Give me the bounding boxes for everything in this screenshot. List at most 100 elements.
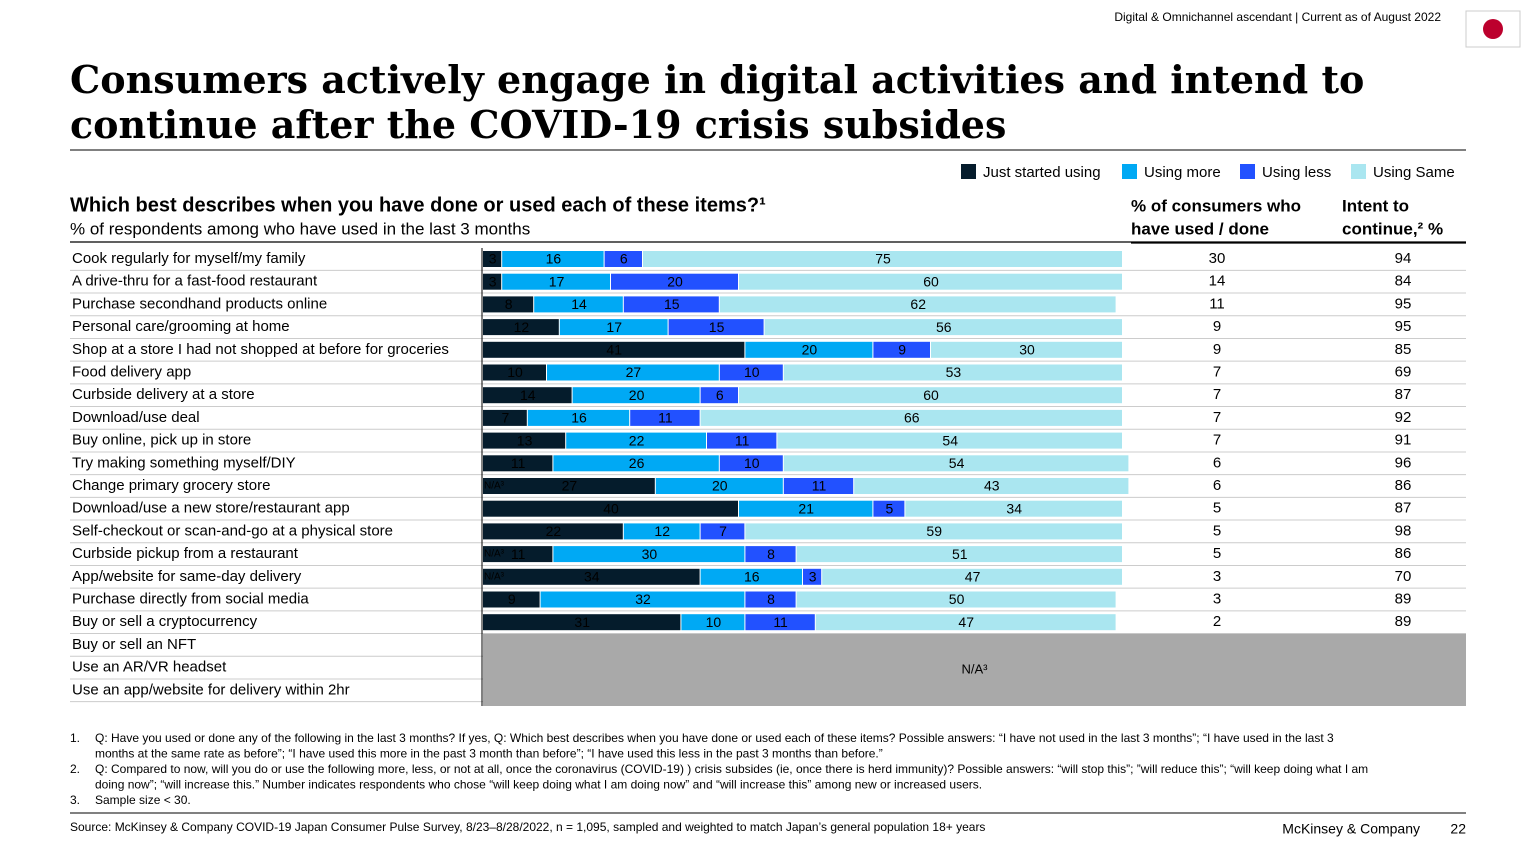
- legend-label: Using less: [1262, 164, 1331, 181]
- bar-segment: [483, 296, 534, 313]
- row-label: Cook regularly for myself/my family: [72, 250, 306, 267]
- intent-value: 86: [1395, 545, 1412, 562]
- bar-segment: [796, 546, 1122, 563]
- bar-segment: [483, 591, 540, 608]
- bar-value: 14: [520, 387, 536, 403]
- na-label: N/A³: [484, 481, 505, 492]
- used-value: 30: [1209, 250, 1226, 267]
- bar-value: 60: [923, 273, 939, 289]
- bar-value: 53: [946, 364, 962, 380]
- bar-segment: [745, 614, 815, 631]
- bar-value: 21: [798, 500, 814, 516]
- bar-segment: [700, 387, 738, 404]
- bar-value: 47: [965, 569, 981, 585]
- bar-value: 11: [511, 455, 526, 471]
- bar-value: 34: [584, 569, 600, 585]
- used-value: 9: [1213, 318, 1221, 335]
- bar-value: 66: [904, 410, 920, 426]
- bar-value: 14: [571, 296, 587, 312]
- used-value: 2: [1213, 613, 1221, 630]
- bar-segment: [483, 409, 527, 426]
- bar-segment: [655, 478, 783, 494]
- bar-value: 6: [620, 251, 628, 267]
- intent-value: 96: [1395, 454, 1412, 471]
- row-label: Buy or sell an NFT: [72, 636, 196, 653]
- bar-segment: [604, 251, 642, 267]
- bar-segment: [483, 251, 502, 267]
- bar-segment: [483, 319, 559, 336]
- bar-value: 30: [1019, 342, 1035, 358]
- footnote: Sample size < 30.: [95, 793, 191, 807]
- bar-value: 20: [667, 273, 683, 289]
- bar-segment: [707, 432, 777, 449]
- bar-segment: [777, 432, 1122, 449]
- bar-value: 47: [958, 614, 974, 630]
- intent-value: 92: [1395, 409, 1412, 426]
- bar-segment: [611, 273, 738, 290]
- bar-segment: [527, 409, 630, 426]
- bar-segment: [483, 546, 553, 563]
- row-label: Food delivery app: [72, 363, 191, 380]
- bar-segment: [483, 273, 502, 290]
- bar-value: 16: [571, 410, 587, 426]
- row-label: Curbside delivery at a store: [72, 386, 255, 403]
- bar-segment: [502, 251, 604, 267]
- bar-value: 8: [767, 591, 775, 607]
- used-value: 7: [1213, 363, 1221, 380]
- used-value: 5: [1213, 545, 1221, 562]
- row-label: App/website for same-day delivery: [72, 568, 302, 585]
- legend-label: Just started using: [983, 164, 1101, 181]
- intent-value: 84: [1395, 273, 1412, 290]
- footnote-number: 1.: [70, 731, 80, 745]
- footnote: months at the same rate as before”; “I h…: [95, 747, 883, 761]
- bar-segment: [483, 432, 566, 449]
- bar-value: 54: [949, 455, 965, 471]
- bar-segment: [483, 478, 655, 494]
- intent-value: 87: [1395, 500, 1412, 517]
- bar-value: 15: [709, 319, 725, 335]
- bar-value: 17: [606, 319, 622, 335]
- row-label: Try making something myself/DIY: [72, 454, 296, 471]
- column-header: continue,² %: [1342, 219, 1443, 238]
- bar-segment: [719, 455, 783, 472]
- title: Consumers actively engage in digital act…: [70, 57, 1364, 102]
- bar-segment: [745, 341, 873, 358]
- bar-segment: [502, 273, 610, 290]
- bar-value: 7: [502, 410, 510, 426]
- bar-segment: [739, 387, 1122, 404]
- column-header: have used / done: [1131, 219, 1269, 238]
- used-value: 7: [1213, 386, 1221, 403]
- intent-value: 95: [1395, 318, 1412, 335]
- used-value: 3: [1213, 568, 1221, 585]
- used-value: 3: [1213, 590, 1221, 607]
- row-label: Download/use a new store/restaurant app: [72, 500, 350, 517]
- bar-value: 3: [489, 273, 497, 289]
- bar-value: 26: [629, 455, 645, 471]
- source: Source: McKinsey & Company COVID-19 Japa…: [70, 820, 985, 834]
- used-value: 7: [1213, 409, 1221, 426]
- bar-value: 75: [875, 251, 891, 267]
- intent-value: 98: [1395, 522, 1412, 539]
- row-label: Personal care/grooming at home: [72, 318, 290, 335]
- na-label: N/A³: [484, 571, 505, 582]
- bar-segment: [483, 455, 553, 472]
- bar-value: 41: [606, 342, 622, 358]
- bar-segment: [483, 364, 546, 381]
- bar-value: 13: [517, 432, 533, 448]
- bar-segment: [905, 500, 1122, 517]
- legend-swatch: [1122, 164, 1137, 179]
- bar-value: 3: [809, 569, 817, 585]
- row-label: A drive-thru for a fast-food restaurant: [72, 273, 318, 290]
- used-value: 6: [1213, 454, 1221, 471]
- bar-value: 20: [629, 387, 645, 403]
- header: Digital & Omnichannel ascendant | Curren…: [1114, 10, 1441, 24]
- used-value: 7: [1213, 432, 1221, 449]
- flag-sun: [1483, 19, 1503, 39]
- bar-value: 11: [511, 546, 526, 562]
- bar-value: 22: [629, 432, 645, 448]
- bar-value: 43: [984, 478, 1000, 494]
- bar-value: 60: [923, 387, 939, 403]
- bar-segment: [540, 591, 745, 608]
- bar-value: 16: [744, 569, 760, 585]
